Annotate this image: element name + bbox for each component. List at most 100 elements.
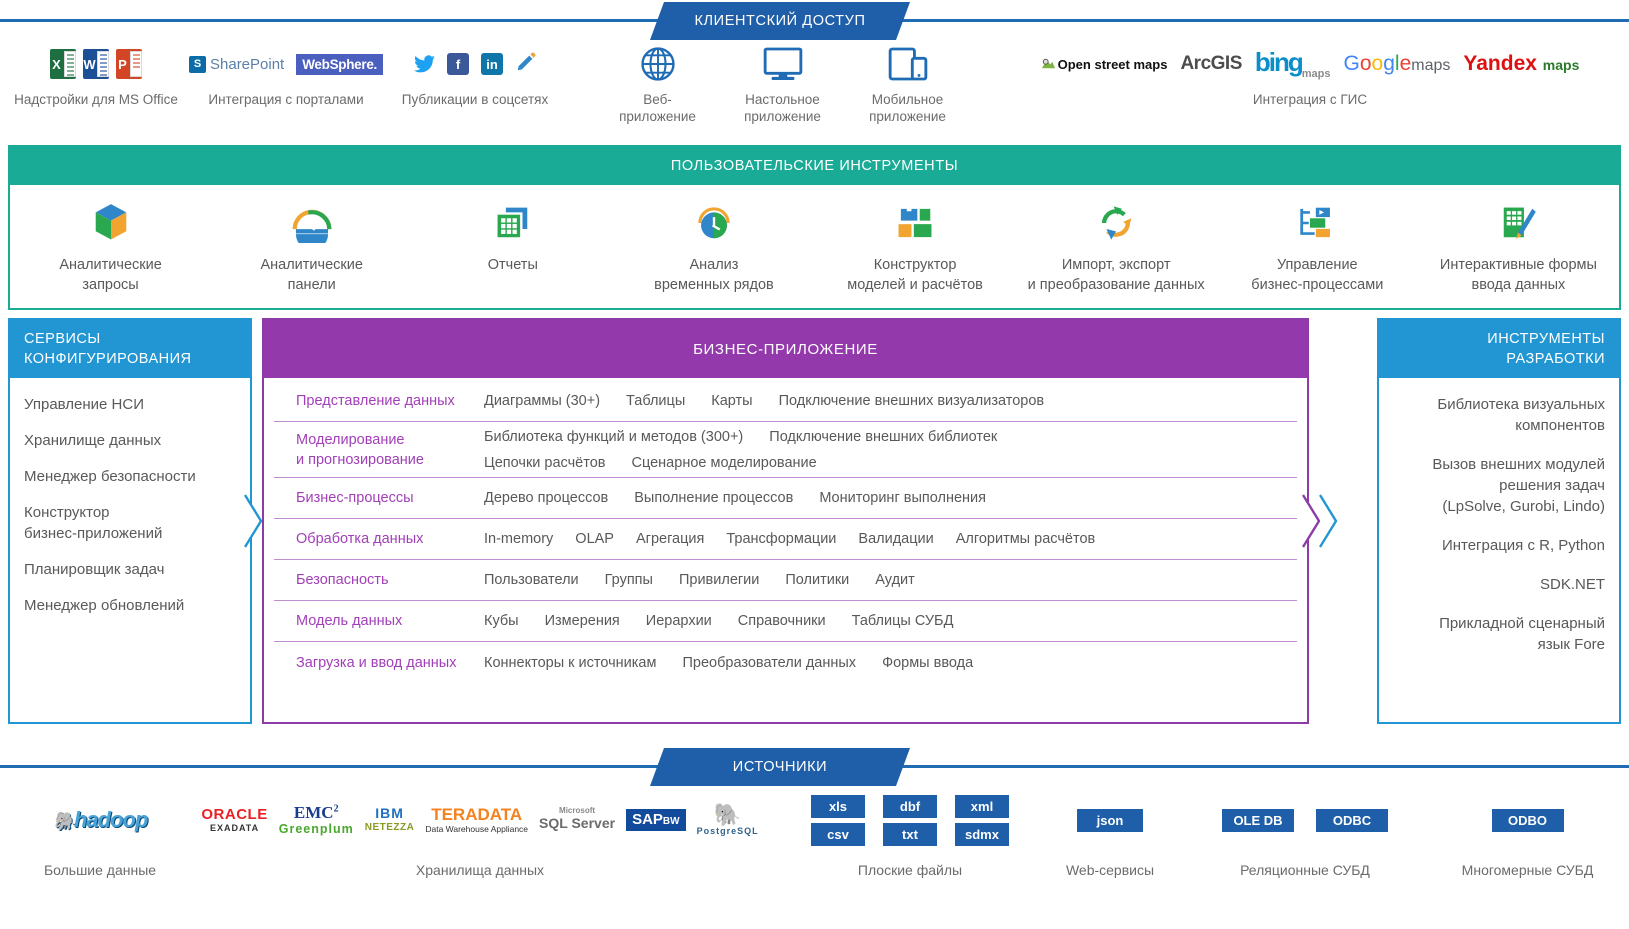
user-tool-analytic-queries[interactable]: Аналитические запросы <box>10 185 211 310</box>
row-item[interactable]: Агрегация <box>635 531 705 547</box>
user-tool-timeseries[interactable]: Анализ временных рядов <box>613 185 814 310</box>
client-group-desktop-app[interactable]: Настольное приложение <box>715 42 850 125</box>
row-item[interactable]: Карты <box>711 393 753 409</box>
row-item[interactable]: Цепочки расчётов <box>484 454 606 471</box>
row-item[interactable]: Привилегии <box>678 572 760 588</box>
source-group-warehouses[interactable]: ORACLE EXADATA EMC2 Greenplum IBM NETEZZ… <box>195 790 765 878</box>
dev-tool-item[interactable]: Интеграция с R, Python <box>1441 537 1605 554</box>
bing-maps-logo: bingmaps <box>1255 47 1331 80</box>
excel-icon: X <box>50 49 76 79</box>
oracle-exadata-logo: ORACLE EXADATA <box>201 807 267 833</box>
row-item[interactable]: Таблицы <box>626 393 686 409</box>
business-app-row[interactable]: Безопасность Пользователи Группы Привиле… <box>274 560 1297 601</box>
format-badge-odbc[interactable]: ODBC <box>1316 808 1388 832</box>
row-item[interactable]: Валидации <box>858 531 934 547</box>
source-group-big-data[interactable]: 🐘hadoop Большие данные <box>10 790 190 878</box>
source-group-caption: Реляционные СУБД <box>1240 862 1370 878</box>
row-item[interactable]: Сценарное моделирование <box>631 454 817 471</box>
row-item[interactable]: Дерево процессов <box>484 490 609 506</box>
format-badge-sdmx[interactable]: sdmx <box>955 822 1009 846</box>
dev-tool-item[interactable]: Библиотека визуальных компонентов <box>1437 396 1605 434</box>
format-badge-xls[interactable]: xls <box>811 794 865 818</box>
row-item[interactable]: Формы ввода <box>882 654 974 671</box>
row-item[interactable]: Группы <box>604 572 653 588</box>
config-service-item[interactable]: Конструктор бизнес-приложений <box>24 504 163 542</box>
format-badge-dbf[interactable]: dbf <box>883 794 937 818</box>
row-item[interactable]: Справочники <box>737 613 826 629</box>
dev-tool-item[interactable]: Вызов внешних модулей решения задач (LpS… <box>1432 456 1605 515</box>
config-service-item[interactable]: Менеджер безопасности <box>24 468 196 485</box>
row-item[interactable]: Иерархии <box>645 613 712 629</box>
left-panel-chevron-icon <box>244 494 264 548</box>
row-item[interactable]: Измерения <box>544 613 620 629</box>
form-pencil-icon <box>1504 207 1537 240</box>
row-item[interactable]: Трансформации <box>726 531 837 547</box>
client-group-social[interactable]: f in Публикации в соцсетях <box>380 42 570 108</box>
row-item[interactable]: Алгоритмы расчётов <box>955 531 1096 547</box>
row-item[interactable]: In-memory <box>484 531 554 547</box>
row-item[interactable]: Кубы <box>484 613 519 629</box>
business-app-row[interactable]: Моделирование и прогнозирование Библиоте… <box>274 422 1297 478</box>
multidimensional-dbms-formats: ODBO <box>1430 790 1625 850</box>
user-tool-bpm[interactable]: Управление бизнес-процессами <box>1217 185 1418 310</box>
row-item[interactable]: Подключение внешних библиотек <box>769 428 998 445</box>
source-group-flat-files[interactable]: xls dbf xml csv txt sdmx Плоские файлы <box>800 790 1020 878</box>
format-badge-json[interactable]: json <box>1077 808 1143 832</box>
client-group-gis[interactable]: Open street maps ArcGIS bingmaps Googlem… <box>1030 42 1590 108</box>
row-item[interactable]: Коннекторы к источникам <box>484 654 657 671</box>
globe-icon <box>640 47 675 81</box>
row-item[interactable]: Подключение внешних визуализаторов <box>778 393 1045 409</box>
user-tool-label: Отчеты <box>487 257 538 273</box>
row-item[interactable]: Пользователи <box>484 572 579 588</box>
client-group-ms-office[interactable]: X W P Надстройки для MS Office <box>0 42 192 108</box>
user-tool-dashboards[interactable]: Аналитические панели <box>211 185 412 310</box>
warehouse-logos: ORACLE EXADATA EMC2 Greenplum IBM NETEZZ… <box>195 790 765 850</box>
config-service-item[interactable]: Хранилище данных <box>24 432 162 449</box>
format-badge-xml[interactable]: xml <box>955 794 1009 818</box>
format-badge-odbo[interactable]: ODBO <box>1491 808 1564 832</box>
sap-bw-logo: SAPBW <box>626 809 686 831</box>
row-item[interactable]: Мониторинг выполнения <box>819 490 986 506</box>
client-group-web-app[interactable]: Веб- приложение <box>590 42 725 125</box>
format-badge-txt[interactable]: txt <box>883 822 937 846</box>
row-item[interactable]: Политики <box>785 572 850 588</box>
dev-tool-item[interactable]: Прикладной сценарный язык Fore <box>1439 615 1605 653</box>
format-badge-ole-db[interactable]: OLE DB <box>1222 808 1294 832</box>
row-item[interactable]: Преобразователи данных <box>682 654 857 671</box>
row-item[interactable]: OLAP <box>575 531 614 547</box>
format-badge-csv[interactable]: csv <box>811 822 865 846</box>
config-service-item[interactable]: Менеджер обновлений <box>24 597 185 614</box>
user-tool-reports[interactable]: Отчеты <box>412 185 613 310</box>
business-app-row[interactable]: Модель данных Кубы Измерения Иерархии Сп… <box>274 601 1297 642</box>
row-items: Диаграммы (30+) Таблицы Карты Подключени… <box>484 391 1297 411</box>
user-tool-model-constructor[interactable]: Конструктор моделей и расчётов <box>815 185 1016 310</box>
source-group-multidimensional-dbms[interactable]: ODBO Многомерные СУБД <box>1430 790 1625 878</box>
row-item[interactable]: Библиотека функций и методов (300+) <box>484 428 744 445</box>
source-group-relational-dbms[interactable]: OLE DB ODBC Реляционные СУБД <box>1190 790 1420 878</box>
hadoop-elephant-icon: 🐘 <box>52 811 75 831</box>
row-item[interactable]: Таблицы СУБД <box>851 613 954 629</box>
config-service-item[interactable]: Управление НСИ <box>24 396 144 413</box>
source-group-web-services[interactable]: json Web-сервисы <box>1035 790 1185 878</box>
row-item[interactable]: Аудит <box>875 572 915 588</box>
google-e: e <box>1399 52 1412 75</box>
dev-tool-item[interactable]: SDK.NET <box>1539 576 1605 593</box>
user-tool-interactive-forms[interactable]: Интерактивные формы ввода данных <box>1418 185 1619 310</box>
microsoft-label: Microsoft <box>559 806 596 816</box>
row-label: Загрузка и ввод данных <box>296 654 457 671</box>
user-tool-label: Интерактивные формы ввода данных <box>1439 257 1597 293</box>
row-items: In-memory OLAP Агрегация Трансформации В… <box>484 529 1297 549</box>
teradata-label: TERADATA <box>431 805 523 825</box>
config-service-item[interactable]: Планировщик задач <box>24 561 165 578</box>
client-access-banner: КЛИЕНТСКИЙ ДОСТУП <box>0 2 1629 40</box>
business-app-row[interactable]: Бизнес-процессы Дерево процессов Выполне… <box>274 478 1297 519</box>
business-app-row[interactable]: Обработка данных In-memory OLAP Агрегаци… <box>274 519 1297 560</box>
client-group-mobile-app[interactable]: Мобильное приложение <box>840 42 975 125</box>
business-app-row[interactable]: Загрузка и ввод данных Коннекторы к исто… <box>274 642 1297 683</box>
word-icon: W <box>83 49 109 79</box>
row-item[interactable]: Диаграммы (30+) <box>484 393 601 409</box>
business-app-row[interactable]: Представление данных Диаграммы (30+) Таб… <box>274 381 1297 422</box>
row-item[interactable]: Выполнение процессов <box>634 490 794 506</box>
user-tool-import-export[interactable]: Импорт, экспорт и преобразование данных <box>1016 185 1217 310</box>
client-group-portals[interactable]: S SharePoint WebSphere. Интеграция с пор… <box>189 42 383 108</box>
